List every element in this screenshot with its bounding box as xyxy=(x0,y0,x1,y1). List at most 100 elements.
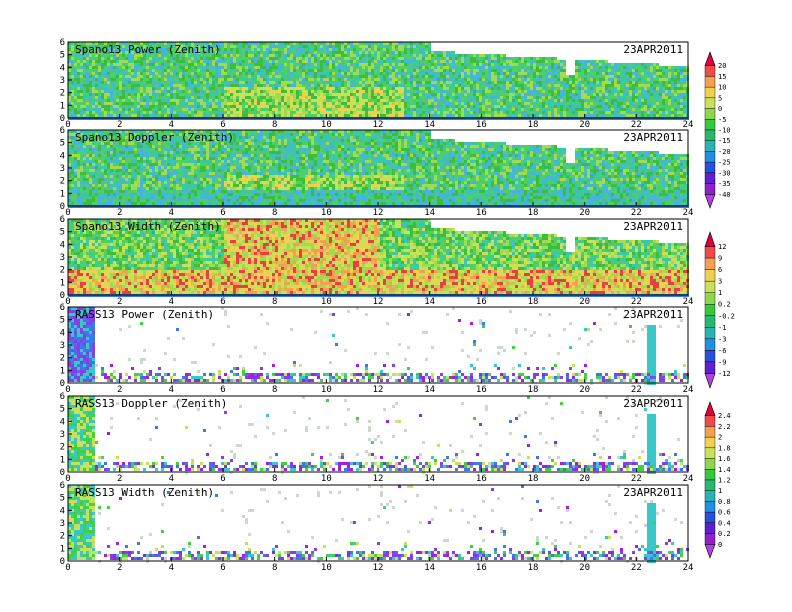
x-tick-label: 22 xyxy=(631,297,642,307)
y-tick-label: 5 xyxy=(60,139,65,149)
x-tick-label: 20 xyxy=(579,297,590,307)
colorbar-label: 2.2 xyxy=(718,423,731,431)
x-tick-label: 8 xyxy=(272,385,277,395)
panel-title: Spano13 Width (Zenith) xyxy=(75,220,221,233)
y-tick-label: 5 xyxy=(60,405,65,415)
x-tick-label: 2 xyxy=(117,474,122,484)
x-tick-label: 18 xyxy=(528,297,539,307)
y-tick-label: 5 xyxy=(60,51,65,61)
x-tick-label: 8 xyxy=(272,297,277,307)
colorbar-label: 0.2 xyxy=(718,530,731,538)
y-tick-label: 1 xyxy=(60,366,65,376)
x-tick-label: 8 xyxy=(272,474,277,484)
y-tick-label: 4 xyxy=(60,328,65,338)
x-tick-label: 22 xyxy=(631,563,642,573)
colorbar-label: 0 xyxy=(718,541,722,549)
x-tick-label: 14 xyxy=(424,474,435,484)
y-tick-label: 6 xyxy=(60,126,65,136)
x-tick-label: 20 xyxy=(579,385,590,395)
colorbar-label: 2 xyxy=(718,434,722,442)
colorbar-label: -3 xyxy=(718,335,726,343)
y-tick-label: 2 xyxy=(60,443,65,453)
panel-date: 23APR2011 xyxy=(623,308,683,321)
panel-date: 23APR2011 xyxy=(623,397,683,410)
y-tick-label: 1 xyxy=(60,189,65,199)
y-tick-label: 1 xyxy=(60,544,65,554)
colorbar-label: 1.4 xyxy=(718,466,731,474)
y-tick-label: 0 xyxy=(60,557,65,567)
x-tick-label: 8 xyxy=(272,120,277,130)
y-tick-label: 3 xyxy=(60,430,65,440)
y-tick-label: 4 xyxy=(60,240,65,250)
x-tick-label: 6 xyxy=(220,563,225,573)
x-tick-label: 22 xyxy=(631,474,642,484)
x-tick-label: 16 xyxy=(476,208,487,218)
x-tick-label: 22 xyxy=(631,120,642,130)
y-tick-label: 3 xyxy=(60,76,65,86)
x-tick-label: 12 xyxy=(373,563,384,573)
x-tick-label: 6 xyxy=(220,120,225,130)
colorbar-label: 6 xyxy=(718,266,722,274)
colorbar-label: 9 xyxy=(718,255,722,263)
panel-title: RASS13 Power (Zenith) xyxy=(75,308,214,321)
x-tick-label: 6 xyxy=(220,474,225,484)
panel-title: Spano13 Power (Zenith) xyxy=(75,43,221,56)
x-tick-label: 10 xyxy=(321,297,332,307)
x-tick-label: 0 xyxy=(65,297,70,307)
x-tick-label: 10 xyxy=(321,120,332,130)
y-tick-label: 2 xyxy=(60,354,65,364)
y-tick-label: 3 xyxy=(60,253,65,263)
y-tick-label: 0 xyxy=(60,468,65,478)
colorbar-A: 20 15 10 5 0 -5 -10 -15 -20 -25 -30 -35 -40 xyxy=(704,51,731,209)
panel-title: RASS13 Width (Zenith) xyxy=(75,486,214,499)
colorbar-label: -5 xyxy=(718,116,726,124)
y-tick-label: 6 xyxy=(60,215,65,225)
x-tick-label: 14 xyxy=(424,563,435,573)
colorbar-label: 0.2 xyxy=(718,301,731,309)
y-tick-label: 4 xyxy=(60,63,65,73)
x-tick-label: 24 xyxy=(683,474,694,484)
x-tick-label: 20 xyxy=(579,563,590,573)
x-tick-label: 18 xyxy=(528,474,539,484)
colorbar-label: 0.8 xyxy=(718,498,731,506)
x-tick-label: 6 xyxy=(220,297,225,307)
x-tick-label: 20 xyxy=(579,474,590,484)
colorbar-label: 15 xyxy=(718,73,726,81)
colorbar-label: -1 xyxy=(718,324,726,332)
colorbar-label: 1.2 xyxy=(718,477,731,485)
x-tick-label: 4 xyxy=(169,120,174,130)
x-tick-label: 4 xyxy=(169,208,174,218)
y-tick-label: 6 xyxy=(60,303,65,313)
y-tick-label: 2 xyxy=(60,266,65,276)
y-tick-label: 2 xyxy=(60,532,65,542)
x-tick-label: 18 xyxy=(528,385,539,395)
y-tick-label: 1 xyxy=(60,455,65,465)
panel-date: 23APR2011 xyxy=(623,131,683,144)
x-tick-label: 16 xyxy=(476,474,487,484)
y-tick-label: 1 xyxy=(60,101,65,111)
colorbar-label: 1 xyxy=(718,289,722,297)
x-tick-label: 2 xyxy=(117,120,122,130)
y-tick-label: 2 xyxy=(60,177,65,187)
x-tick-label: 12 xyxy=(373,474,384,484)
y-tick-label: 6 xyxy=(60,392,65,402)
colorbar-label: -10 xyxy=(718,127,731,135)
colorbar-label: 0 xyxy=(718,105,722,113)
heatmap-cells xyxy=(68,485,689,563)
colorbar-label: 12 xyxy=(718,243,726,251)
x-tick-label: 2 xyxy=(117,385,122,395)
colorbar-label: 20 xyxy=(718,62,726,70)
x-tick-label: 22 xyxy=(631,385,642,395)
x-tick-label: 10 xyxy=(321,208,332,218)
x-tick-label: 24 xyxy=(683,563,694,573)
y-tick-label: 0 xyxy=(60,202,65,212)
x-tick-label: 8 xyxy=(272,208,277,218)
colorbar-label: 1.6 xyxy=(718,455,731,463)
panel-title: Spano13 Doppler (Zenith) xyxy=(75,131,234,144)
x-tick-label: 20 xyxy=(579,208,590,218)
colorbar-label: -6 xyxy=(718,347,726,355)
